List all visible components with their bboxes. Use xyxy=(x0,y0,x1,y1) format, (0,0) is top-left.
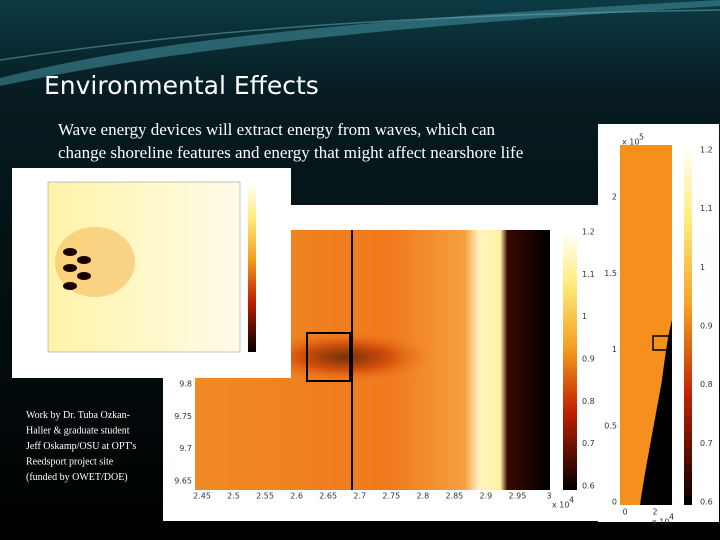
caption-line: Reedsport project site xyxy=(26,457,114,468)
tick-label: 1 xyxy=(582,312,587,321)
colorbar xyxy=(248,182,256,352)
tick-label: 2.95 xyxy=(509,492,527,501)
caption-line: Haller & graduate student xyxy=(26,426,130,437)
tick-label: 0.8 xyxy=(700,380,713,389)
caption-line: (funded by OWET/DOE) xyxy=(26,472,128,483)
tick-label: 0.9 xyxy=(700,322,713,331)
tick-label: 9.65 xyxy=(174,477,192,486)
tick-label: 0.5 xyxy=(604,421,617,430)
tick-label: 2.8 xyxy=(416,492,429,501)
devices xyxy=(63,248,91,290)
caption-line: Work by Dr. Tuba Ozkan- xyxy=(26,410,130,421)
axis-exponent: x 10 xyxy=(622,138,639,147)
body-text: Wave energy devices will extract energy … xyxy=(58,120,495,139)
tick-label: 0.8 xyxy=(582,397,595,406)
tick-label: 2.6 xyxy=(290,492,303,501)
tick-label: 1.2 xyxy=(700,146,713,155)
tick-label: 3 xyxy=(546,492,551,501)
axis-exponent-power: 4 xyxy=(569,496,574,505)
axis-exponent-power: 5 xyxy=(639,133,644,142)
tick-label: 2.75 xyxy=(382,492,400,501)
tick-label: 1.2 xyxy=(582,228,595,237)
axis-exponent: x 10 xyxy=(652,518,669,527)
tick-label: 0.6 xyxy=(582,482,595,491)
tick-label: 9.7 xyxy=(179,444,192,453)
tick-label: 2.7 xyxy=(353,492,366,501)
colorbar xyxy=(684,145,692,505)
tick-label: 2.9 xyxy=(480,492,493,501)
tick-label: 0 xyxy=(622,508,627,517)
tick-label: 1 xyxy=(612,345,617,354)
heatmap xyxy=(47,181,241,353)
tick-label: 1.1 xyxy=(700,204,713,213)
zoom-box xyxy=(652,335,672,351)
tick-label: 2.85 xyxy=(445,492,463,501)
axis-exponent: x 10 xyxy=(552,501,569,510)
tick-label: 1 xyxy=(700,263,705,272)
tick-label: 0.7 xyxy=(700,439,713,448)
body-text: change shoreline features and energy tha… xyxy=(58,143,523,162)
tick-label: 1.1 xyxy=(582,270,595,279)
tick-label: 9.8 xyxy=(179,380,192,389)
wave xyxy=(0,9,720,61)
caption-line: Jeff Oskamp/OSU at OPT's xyxy=(26,441,136,452)
tick-label: 2 xyxy=(652,508,657,517)
tick-label: 2 xyxy=(612,193,617,202)
zoom-box xyxy=(306,332,351,382)
tick-label: 2.45 xyxy=(193,492,211,501)
tick-label: 1.5 xyxy=(604,269,617,278)
tick-label: 0.7 xyxy=(582,439,595,448)
tick-label: 2.5 xyxy=(227,492,240,501)
tick-label: 2.65 xyxy=(319,492,337,501)
tick-label: 2.55 xyxy=(256,492,274,501)
tick-label: 0.9 xyxy=(582,355,595,364)
tick-label: 9.75 xyxy=(174,412,192,421)
colorbar xyxy=(563,230,577,490)
axis-exponent-power: 4 xyxy=(669,513,674,522)
wake xyxy=(255,331,435,383)
wave xyxy=(0,0,720,86)
tick-label: 0.6 xyxy=(700,498,713,507)
wake xyxy=(55,227,135,297)
heatmap-shore xyxy=(640,320,672,505)
title: Environmental Effects xyxy=(44,71,319,100)
tick-label: 0 xyxy=(612,498,617,507)
